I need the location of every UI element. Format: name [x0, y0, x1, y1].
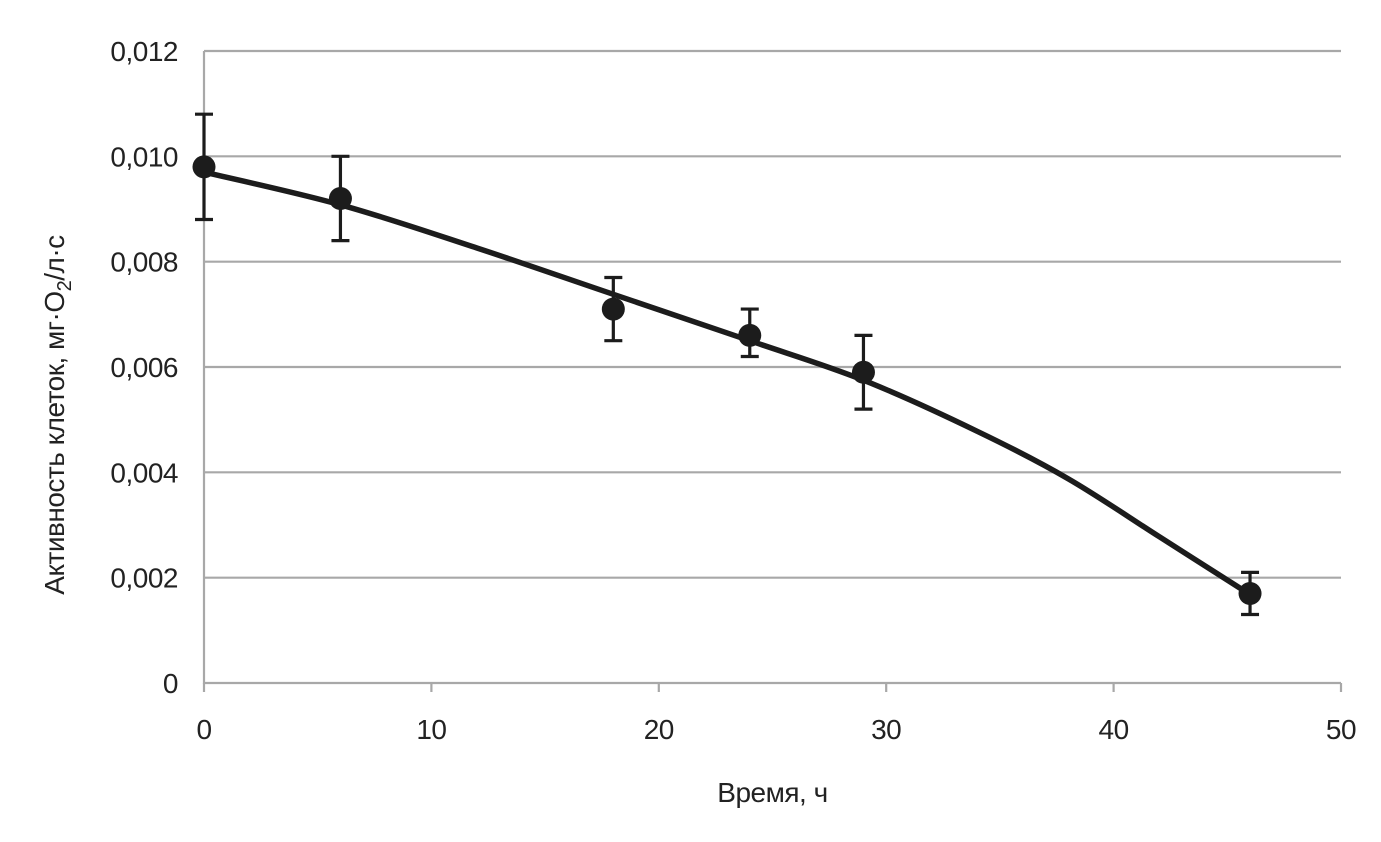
data-point-2	[601, 297, 625, 321]
x-tick-label-0: 0	[196, 714, 211, 745]
data-point-1	[328, 186, 352, 210]
gridlines	[204, 49, 1341, 685]
y-tick-label-0,012: 0,012	[110, 36, 178, 67]
y-tick-label-0: 0	[163, 668, 178, 699]
x-tick-label-20: 20	[644, 714, 674, 745]
y-axis-title: Активность клеток, мг·О2/л·с	[39, 235, 76, 595]
y-tick-label-0,008: 0,008	[110, 247, 178, 278]
x-tick-label-50: 50	[1326, 714, 1356, 745]
x-tick-label-10: 10	[416, 714, 446, 745]
y-tick-label-0,010: 0,010	[110, 141, 178, 172]
x-tick-label-40: 40	[1099, 714, 1129, 745]
y-tick-labels: 0 0,002 0,004 0,006 0,008 0,010 0,012	[110, 36, 178, 699]
x-tick-label-30: 30	[871, 714, 901, 745]
data-points	[192, 155, 1262, 605]
y-tick-label-0,006: 0,006	[110, 352, 178, 383]
data-point-3	[738, 323, 762, 347]
data-point-5	[1238, 581, 1262, 605]
y-tick-label-0,002: 0,002	[110, 563, 178, 594]
data-point-4	[851, 360, 875, 384]
trend-curve	[201, 169, 1253, 598]
data-point-0	[192, 155, 216, 179]
x-tick-marks	[202, 683, 1343, 692]
error-bars	[195, 112, 1260, 617]
x-tick-labels: 0 10 20 30 40 50	[196, 714, 1356, 745]
x-axis-title: Время, ч	[717, 777, 827, 808]
y-tick-label-0,004: 0,004	[110, 457, 178, 488]
